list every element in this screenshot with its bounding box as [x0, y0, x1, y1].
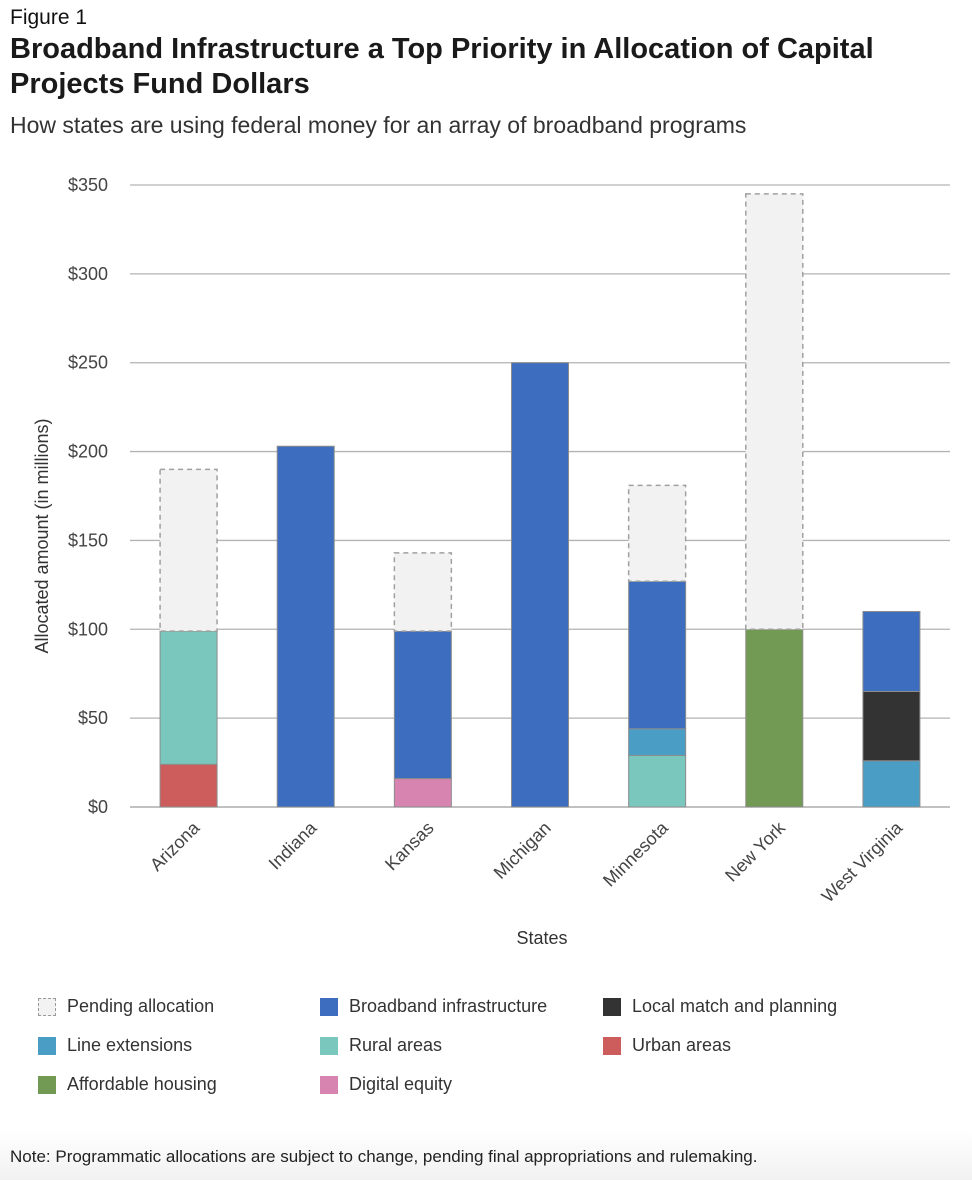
legend-item-broadband: Broadband infrastructure: [320, 996, 547, 1017]
y-tick-label: $300: [68, 264, 108, 284]
legend-swatch: [38, 997, 56, 1016]
bar-segment-local-match: [862, 690, 921, 762]
bars: [159, 193, 921, 808]
legend-label: Pending allocation: [67, 996, 215, 1016]
footer-band: [0, 1130, 972, 1180]
bar-segment-line-extensions: [862, 760, 921, 808]
x-tick-label: Michigan: [490, 818, 555, 883]
legend-item-affordable-housing: Affordable housing: [38, 1074, 217, 1095]
y-axis-ticks: $0 $50 $100 $150 $200 $250 $300 $350: [68, 175, 108, 817]
legend-item-pending: Pending allocation: [38, 996, 214, 1017]
y-tick-label: $350: [68, 175, 108, 195]
legend-swatch: [603, 997, 621, 1016]
y-tick-label: $200: [68, 442, 108, 462]
y-axis-label: Allocated amount (in millions): [32, 418, 52, 653]
legend-swatch: [38, 1036, 56, 1055]
legend-label: Rural areas: [349, 1035, 443, 1055]
legend-label: Line extensions: [67, 1035, 193, 1055]
x-tick-label: New York: [721, 817, 790, 886]
y-tick-label: $250: [68, 353, 108, 373]
stacked-bar-chart: $0 $50 $100 $150 $200 $250 $300 $350 Arizona Ind…: [32, 175, 950, 948]
legend-item-rural: Rural areas: [320, 1035, 442, 1056]
x-axis-label: States: [516, 928, 567, 948]
bar-segment-rural: [628, 754, 687, 808]
chart-subtitle: How states are using federal money for a…: [10, 112, 747, 138]
bar-segment-broadband: [862, 611, 921, 692]
y-tick-label: $150: [68, 530, 108, 550]
legend-label: Digital equity: [349, 1074, 453, 1094]
bar-segment-pending: [627, 484, 687, 583]
chart-title: Broadband Infrastructure a Top Priority …: [10, 33, 874, 100]
legend-label: Urban areas: [632, 1035, 732, 1055]
legend-label: Local match and planning: [632, 996, 838, 1016]
x-tick-label: Kansas: [381, 818, 438, 875]
y-tick-label: $50: [78, 708, 108, 728]
legend-item-urban: Urban areas: [603, 1035, 731, 1056]
bar-segment-rural: [159, 630, 218, 765]
bar-segment-broadband: [276, 445, 335, 808]
y-tick-label: $100: [68, 619, 108, 639]
x-tick-label: Arizona: [146, 817, 204, 875]
bar-segment-urban: [159, 763, 218, 808]
bar-segment-pending: [393, 552, 453, 632]
legend-swatch: [320, 997, 338, 1016]
bar-segment-line-extensions: [628, 728, 687, 756]
legend-label: Broadband infrastructure: [349, 996, 548, 1016]
x-tick-label: Minnesota: [599, 817, 673, 891]
legend-item-digital-equity: Digital equity: [320, 1074, 452, 1095]
x-tick-label: Indiana: [265, 817, 322, 874]
y-tick-label: $0: [88, 797, 108, 817]
footnote: Note: Programmatic allocations are subje…: [10, 1147, 758, 1166]
bar-segment-broadband: [628, 580, 687, 730]
bar-segment-pending: [159, 468, 218, 632]
legend-swatch: [320, 1075, 338, 1094]
x-axis-ticks: Arizona Indiana Kansas Michigan Minnesota New…: [146, 817, 907, 906]
legend-swatch: [320, 1036, 338, 1055]
legend-label: Affordable housing: [67, 1074, 217, 1094]
figure-label: Figure 1: [10, 6, 88, 29]
bar-segment-digital-equity: [393, 778, 452, 808]
bar-segment-broadband: [393, 630, 452, 780]
legend-swatch: [603, 1036, 621, 1055]
bar-segment-affordable-housing: [745, 628, 804, 808]
legend-item-line-extensions: Line extensions: [38, 1035, 192, 1056]
legend-item-local-match: Local match and planning: [603, 996, 837, 1017]
legend-swatch: [38, 1075, 56, 1094]
x-tick-label: West Virginia: [818, 817, 907, 906]
bar-segment-broadband: [511, 362, 569, 808]
bar-segment-pending: [745, 193, 804, 631]
